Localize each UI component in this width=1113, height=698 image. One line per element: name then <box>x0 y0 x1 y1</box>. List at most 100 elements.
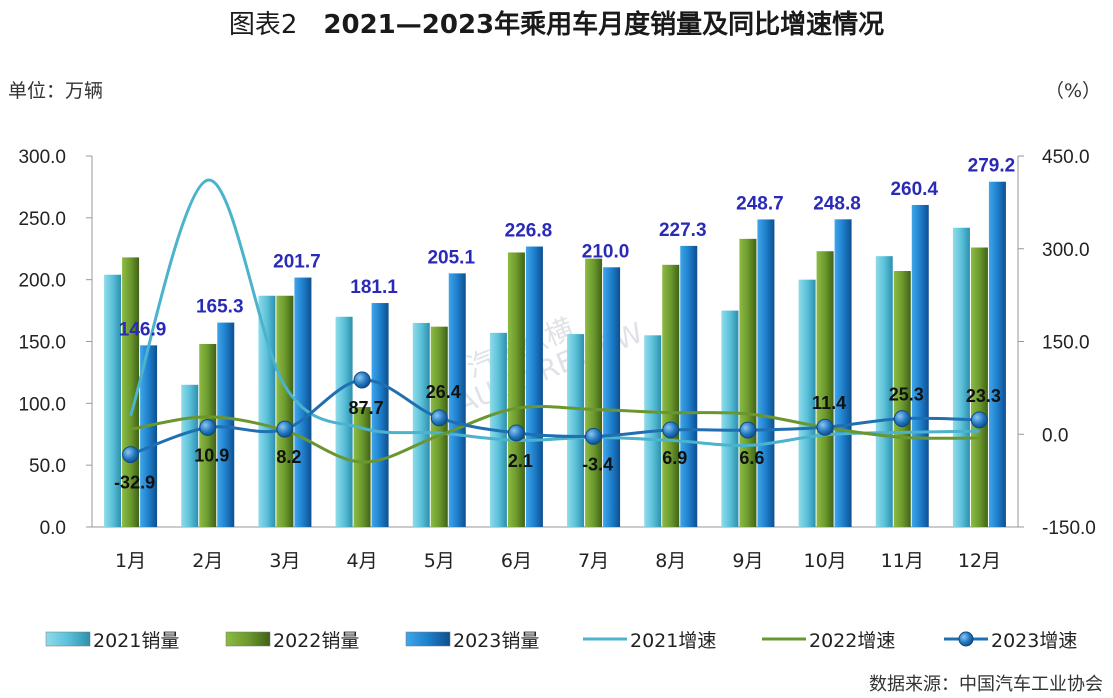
label-2023增速: 6.6 <box>739 448 764 468</box>
legend-marker-2023增速 <box>958 631 974 647</box>
label-2023销量: 227.3 <box>659 220 707 241</box>
left-tick-label: 200.0 <box>18 271 66 292</box>
legend: 2021销量 2022销量 2023销量 2021增速 2022增速 2023增速 <box>45 630 1077 652</box>
legend-label-2023销量: 2023销量 <box>453 630 539 652</box>
label-2023增速: 11.4 <box>812 393 846 413</box>
left-tick-label: 250.0 <box>18 209 66 230</box>
bar-2022销量 <box>353 407 371 527</box>
bar-2022销量 <box>739 238 757 527</box>
left-tick-label: 300.0 <box>18 147 66 168</box>
label-2023增速: 8.2 <box>276 447 301 467</box>
x-category-label: 1月 <box>115 550 146 572</box>
data-source: 数据来源：中国汽车工业协会 <box>869 674 1103 695</box>
marker-2023增速 <box>507 424 525 442</box>
bar-2023销量 <box>911 204 929 528</box>
label-2023销量: 279.2 <box>968 156 1016 177</box>
marker-2023增速 <box>585 427 603 445</box>
bar-2022销量 <box>430 326 448 527</box>
x-category-label: 2月 <box>192 550 223 572</box>
label-2023销量: 146.9 <box>119 319 167 340</box>
marker-2023增速 <box>816 418 834 436</box>
x-category-label: 3月 <box>269 550 300 572</box>
x-category-label: 4月 <box>347 550 378 572</box>
marker-2023增速 <box>276 420 294 438</box>
bar-2022销量 <box>970 247 988 527</box>
bars-group <box>104 181 1006 528</box>
bar-2021销量 <box>567 334 585 527</box>
legend-label-2021销量: 2021销量 <box>93 630 179 652</box>
right-tick-label: 0.0 <box>1042 425 1068 446</box>
label-2023销量: 248.7 <box>736 193 784 214</box>
legend-label-2023增速: 2023增速 <box>991 630 1077 652</box>
legend-swatch-2021销量 <box>45 631 91 647</box>
bar-2023销量 <box>680 245 698 527</box>
label-2023销量: 201.7 <box>273 252 321 273</box>
x-category-label: 6月 <box>501 550 532 572</box>
x-category-label: 9月 <box>732 550 763 572</box>
title-prefix: 图表2 <box>228 10 298 40</box>
left-tick-label: 150.0 <box>18 333 66 354</box>
marker-2023增速 <box>353 371 371 389</box>
bar-2022销量 <box>662 264 680 527</box>
bar-2023销量 <box>448 273 466 527</box>
marker-2023增速 <box>893 410 911 428</box>
bar-2023销量 <box>603 267 621 527</box>
label-2023销量: 210.0 <box>582 241 630 262</box>
right-tick-label: -150.0 <box>1042 518 1096 539</box>
bar-2023销量 <box>988 181 1006 528</box>
legend-label-2022增速: 2022增速 <box>809 630 895 652</box>
label-2023增速: 25.3 <box>889 385 924 405</box>
right-tick-label: 150.0 <box>1042 333 1090 354</box>
marker-2023增速 <box>122 446 140 464</box>
label-2023增速: 26.4 <box>426 382 461 402</box>
bar-2021销量 <box>798 279 816 527</box>
marker-2023增速 <box>199 419 217 437</box>
bar-2022销量 <box>585 258 603 527</box>
bar-2023销量 <box>371 303 389 527</box>
label-2023销量: 248.8 <box>813 193 861 214</box>
label-2023增速: 2.1 <box>508 451 533 471</box>
bar-2021销量 <box>412 322 430 527</box>
bar-2022销量 <box>276 295 294 527</box>
label-2023销量: 181.1 <box>350 277 398 298</box>
legend-label-2022销量: 2022销量 <box>273 630 359 652</box>
label-2023增速: -3.4 <box>582 454 613 474</box>
label-2023增速: -32.9 <box>114 473 155 493</box>
label-2023销量: 165.3 <box>196 297 244 318</box>
left-tick-label: 100.0 <box>18 394 66 415</box>
marker-2023增速 <box>662 421 680 439</box>
bar-2021销量 <box>335 316 353 527</box>
x-category-label: 10月 <box>803 550 846 572</box>
right-unit-label: （%） <box>1044 80 1101 102</box>
legend-label-2021增速: 2021增速 <box>630 630 716 652</box>
x-category-label: 11月 <box>881 550 924 572</box>
label-2023销量: 205.1 <box>427 247 475 268</box>
bar-2022销量 <box>893 271 911 527</box>
bar-2022销量 <box>507 252 525 527</box>
axes-group: 0.0 50.0 100.0 150.0 200.0 250.0 300.0 -150.0 0.… <box>18 147 1095 572</box>
marker-2023增速 <box>430 409 448 427</box>
x-category-label: 12月 <box>958 550 1001 572</box>
bar-2023销量 <box>217 322 235 527</box>
bar-2023销量 <box>140 345 158 527</box>
x-category-label: 5月 <box>424 550 455 572</box>
marker-2023增速 <box>970 411 988 429</box>
bar-2022销量 <box>816 251 834 527</box>
left-unit-label: 单位：万辆 <box>8 80 104 102</box>
bar-2023销量 <box>834 219 852 528</box>
chart-title: 图表2 2021—2023年乘用车月度销量及同比增速情况 <box>0 4 1113 41</box>
bar-2021销量 <box>721 310 739 527</box>
label-2023增速: 6.9 <box>662 448 687 468</box>
marker-2023增速 <box>739 421 757 439</box>
x-category-label: 7月 <box>578 550 609 572</box>
label-2023增速: 23.3 <box>966 386 1001 406</box>
lines-group <box>122 178 988 464</box>
bar-2021销量 <box>875 256 893 527</box>
bar-2021销量 <box>952 227 970 527</box>
label-2023增速: 10.9 <box>194 446 229 466</box>
right-tick-label: 450.0 <box>1042 147 1090 168</box>
bar-2023销量 <box>757 219 775 528</box>
line-2023增速 <box>130 378 980 457</box>
bar-2023销量 <box>525 246 543 528</box>
